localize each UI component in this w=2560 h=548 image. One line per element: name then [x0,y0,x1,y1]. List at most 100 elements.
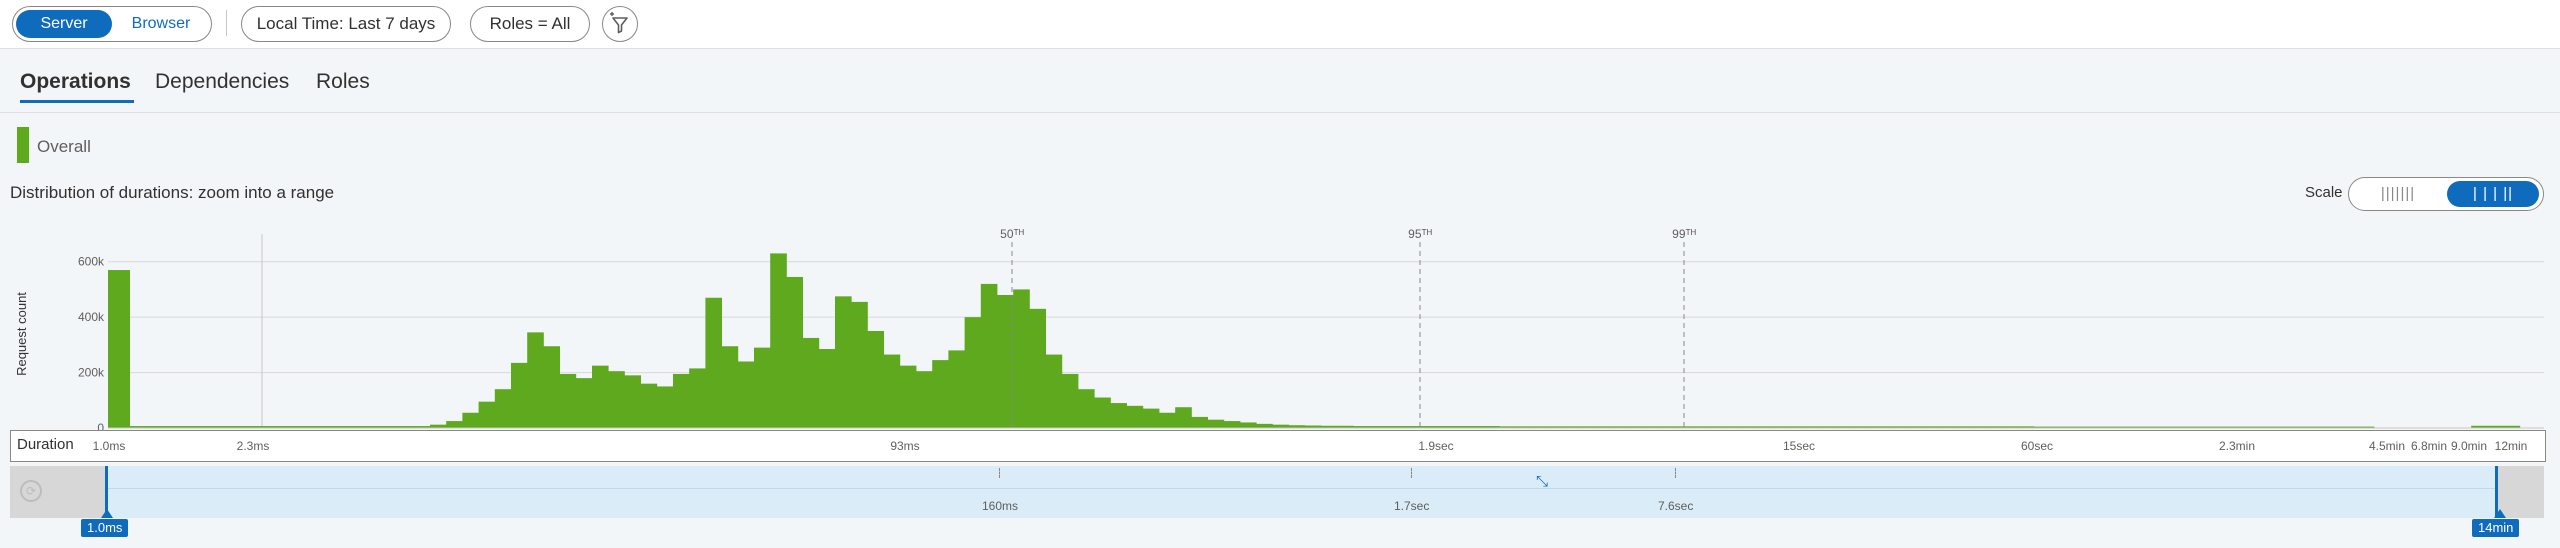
filter-divider [226,10,227,36]
histogram-bar [1272,424,1289,428]
histogram-bar [1402,426,1419,428]
histogram-bar [2260,426,2278,428]
histogram-bar [1045,354,1063,428]
duration-tick-label: 15sec [1782,439,1816,453]
tab-operations[interactable]: Operations [20,70,131,93]
brush-tick-label: 7.6sec [1658,499,1694,513]
histogram-bar [2195,426,2213,428]
histogram-bar [964,317,982,428]
scale-toggle[interactable]: ||||||| | | | || [2348,177,2544,211]
range-track [106,488,2496,489]
histogram-bar [1029,308,1046,428]
histogram-bar [1450,426,1468,428]
histogram-bar [1353,426,1370,428]
range-handle-end[interactable] [2495,466,2498,518]
brush-tick [1675,468,1677,478]
tab-dependencies[interactable]: Dependencies [155,70,290,93]
histogram-bar [2471,425,2488,428]
duration-tick-label: 9.0min [2450,439,2488,453]
histogram-bar [2309,426,2326,428]
roles-pill[interactable]: Roles = All [470,6,590,42]
histogram-bar [1223,421,1241,428]
histogram-bar [559,373,577,428]
histogram-bar [1240,422,1257,428]
histogram-bar [1110,403,1127,428]
chart-subtitle: Distribution of durations: zoom into a r… [10,183,335,202]
histogram-bar [899,365,917,428]
histogram-bar [640,383,658,428]
histogram-bar [1871,426,1889,428]
histogram-bar [1628,426,1646,428]
histogram-bar [786,276,803,428]
time-range-pill[interactable]: Local Time: Last 7 days [241,6,451,42]
range-handle-start-knob[interactable] [101,509,113,518]
range-start-badge: 1.0ms [81,519,129,537]
range-selector[interactable]: ⟳ ⤡ 160ms 1.7sec 7.6sec [10,466,2544,518]
histogram-bar [1709,426,1727,428]
histogram-bar [1321,425,1338,428]
histogram-bar [1920,426,1937,428]
duration-histogram[interactable]: 0 200k 400k 600k Request count 50ᵀᴴ 95ᵀᴴ 99ᵀᴴ [0,222,2560,430]
histogram-bar [2066,426,2083,428]
histogram-bar [1645,426,1662,428]
histogram-bar [1612,426,1630,428]
collapse-arrows-icon[interactable]: ⤡ [1535,473,1548,490]
histogram-bar [2082,426,2099,428]
histogram-bar [1693,426,1711,428]
percentile-label: 99ᵀᴴ [1672,227,1696,241]
duration-tick-label: 12min [2494,439,2528,453]
histogram-bar [2276,426,2294,428]
histogram-bar [1904,426,1921,428]
histogram-bar [2147,426,2164,428]
histogram-bar [2098,426,2116,428]
refresh-icon[interactable]: ⟳ [20,480,42,502]
range-end-badge: 14min [2472,519,2520,537]
histogram-bar [592,365,609,428]
histogram-bar [575,378,593,428]
range-handle-start[interactable] [105,466,108,518]
add-filter-button[interactable] [602,6,638,42]
histogram-bar [1207,419,1225,428]
histogram-bar [932,360,949,428]
range-handle-end-knob[interactable] [2494,509,2506,518]
duration-tick-label: 1.0ms [92,439,126,453]
legend-label-overall[interactable]: Overall [37,137,91,156]
histogram-bar [446,421,463,428]
server-option[interactable]: Server [16,10,112,38]
histogram-bar [2131,426,2148,428]
duration-axis: Duration 1.0ms 2.3ms 93ms 1.9sec 15sec 60sec 2… [10,430,2546,462]
histogram-bar [2293,426,2310,428]
histogram-bar [494,389,512,428]
histogram-bar [2050,426,2067,428]
linear-scale-icon[interactable]: ||||||| [2380,185,2416,202]
histogram-bar [1580,426,1597,428]
browser-option[interactable]: Browser [131,15,191,32]
histogram-bar [608,371,625,428]
histogram-bar [1385,426,1403,428]
histogram-bar [1742,426,1759,428]
histogram-bar [705,297,722,428]
histogram-bar [721,346,739,428]
histogram-bar [1985,426,2002,428]
y-tick-label: 400k [78,310,105,324]
histogram-bar [2487,425,2504,428]
histogram-bar [527,332,544,428]
histogram-bar [1823,426,1840,428]
histogram-bar [430,424,447,428]
histogram-bar [835,296,852,428]
histogram-bar [1466,426,1484,428]
histogram-bar [2325,426,2342,428]
log-scale-icon[interactable]: | | | || [2447,181,2539,207]
histogram-bar [1304,425,1322,428]
tab-roles[interactable]: Roles [316,70,370,93]
histogram-bar [689,368,706,428]
histogram-bar [737,361,755,428]
histogram-bar [1013,289,1030,428]
server-browser-toggle[interactable]: Server Browser [12,6,212,42]
histogram-bar [2179,426,2197,428]
legend-swatch [17,127,29,163]
histogram-bar [462,412,479,428]
histogram-bar [1126,405,1144,428]
histogram-bar [2017,426,2035,428]
add-filter-icon [610,12,628,34]
